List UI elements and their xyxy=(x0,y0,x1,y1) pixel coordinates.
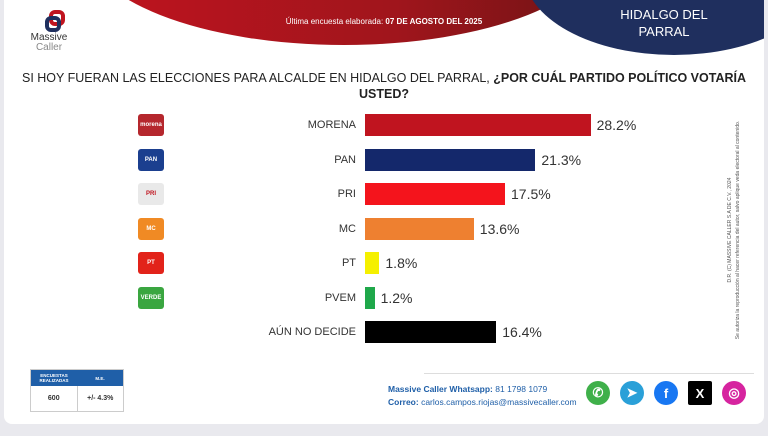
copyright-note: D.R. (C) MASSIVE CALLER S.A DE C.V., 202… xyxy=(727,120,741,340)
whatsapp-number[interactable]: 81 1798 1079 xyxy=(495,384,548,394)
bar xyxy=(365,321,497,343)
party-logo-pan: PAN xyxy=(138,149,164,171)
survey-stats-table: ENCUESTAS REALIZADAS M.E. 600 +/- 4.3% xyxy=(30,369,124,412)
value-label: 16.4% xyxy=(502,324,542,340)
survey-date: Última encuesta elaborada: 07 DE AGOSTO … xyxy=(285,17,483,26)
value-label: 13.6% xyxy=(479,221,520,237)
bar xyxy=(365,114,591,136)
sample-size: 600 xyxy=(47,395,60,402)
logo-text: Massive xyxy=(30,32,68,43)
stats-header: ENCUESTAS REALIZADAS xyxy=(39,373,69,383)
category-label: PVEM xyxy=(324,292,356,304)
party-logo-morena: morena xyxy=(138,114,164,136)
category-label: PRI xyxy=(337,188,356,200)
whatsapp-icon[interactable]: ✆ xyxy=(586,381,610,405)
bar xyxy=(365,252,380,274)
category-label: PAN xyxy=(334,154,356,166)
bar-row: PRI PRI 17.5% xyxy=(4,183,724,207)
value-label: 28.2% xyxy=(596,117,637,133)
telegram-icon[interactable]: ➤ xyxy=(620,381,644,405)
party-logo-pvem: VERDE xyxy=(138,287,164,309)
category-label: PT xyxy=(341,257,356,269)
poll-card: Última encuesta elaborada: 07 DE AGOSTO … xyxy=(4,0,764,424)
logo-text: Caller xyxy=(35,42,63,53)
bar-row: MC MC 13.6% xyxy=(4,218,724,242)
stats-header: M.E. xyxy=(95,375,105,381)
value-label: 21.3% xyxy=(541,152,582,168)
category-label: MORENA xyxy=(307,119,356,131)
chart-title: SI HOY FUERAN LAS ELECCIONES PARA ALCALD… xyxy=(22,71,746,101)
value-label: 17.5% xyxy=(511,186,551,202)
bar-row: morena MORENA 28.2% xyxy=(4,114,724,138)
value-label: 1.2% xyxy=(380,290,413,306)
logo-mark-icon xyxy=(36,10,65,32)
party-logo-pri: PRI xyxy=(138,183,164,205)
margin-of-error: +/- 4.3% xyxy=(76,386,124,411)
instagram-icon[interactable]: ◎ xyxy=(722,381,746,405)
value-label: 1.8% xyxy=(385,255,418,271)
bar-row: VERDE PVEM 1.2% xyxy=(4,287,724,311)
x-icon[interactable]: X xyxy=(688,381,712,405)
party-logo-mc: MC xyxy=(138,218,164,240)
contact-info: Massive Caller Whatsapp: 81 1798 1079 Co… xyxy=(388,384,577,407)
bar-row: PT PT 1.8% xyxy=(4,252,724,276)
bar xyxy=(365,218,474,240)
bar xyxy=(365,149,536,171)
bar-row: PAN PAN 21.3% xyxy=(4,149,724,173)
email-link[interactable]: carlos.campos.riojas@massivecaller.com xyxy=(421,397,577,407)
party-logo-pt: PT xyxy=(138,252,164,274)
bar xyxy=(365,183,505,205)
divider xyxy=(424,373,754,374)
category-label: MC xyxy=(338,223,356,235)
bar-row: AÚN NO DECIDE 16.4% xyxy=(4,321,724,345)
massive-caller-logo: Massive Caller xyxy=(24,10,74,53)
facebook-icon[interactable]: f xyxy=(654,381,678,405)
city-name: HIDALGO DEL PARRAL xyxy=(620,7,708,39)
category-label: AÚN NO DECIDE xyxy=(268,326,356,338)
bar xyxy=(365,287,375,309)
